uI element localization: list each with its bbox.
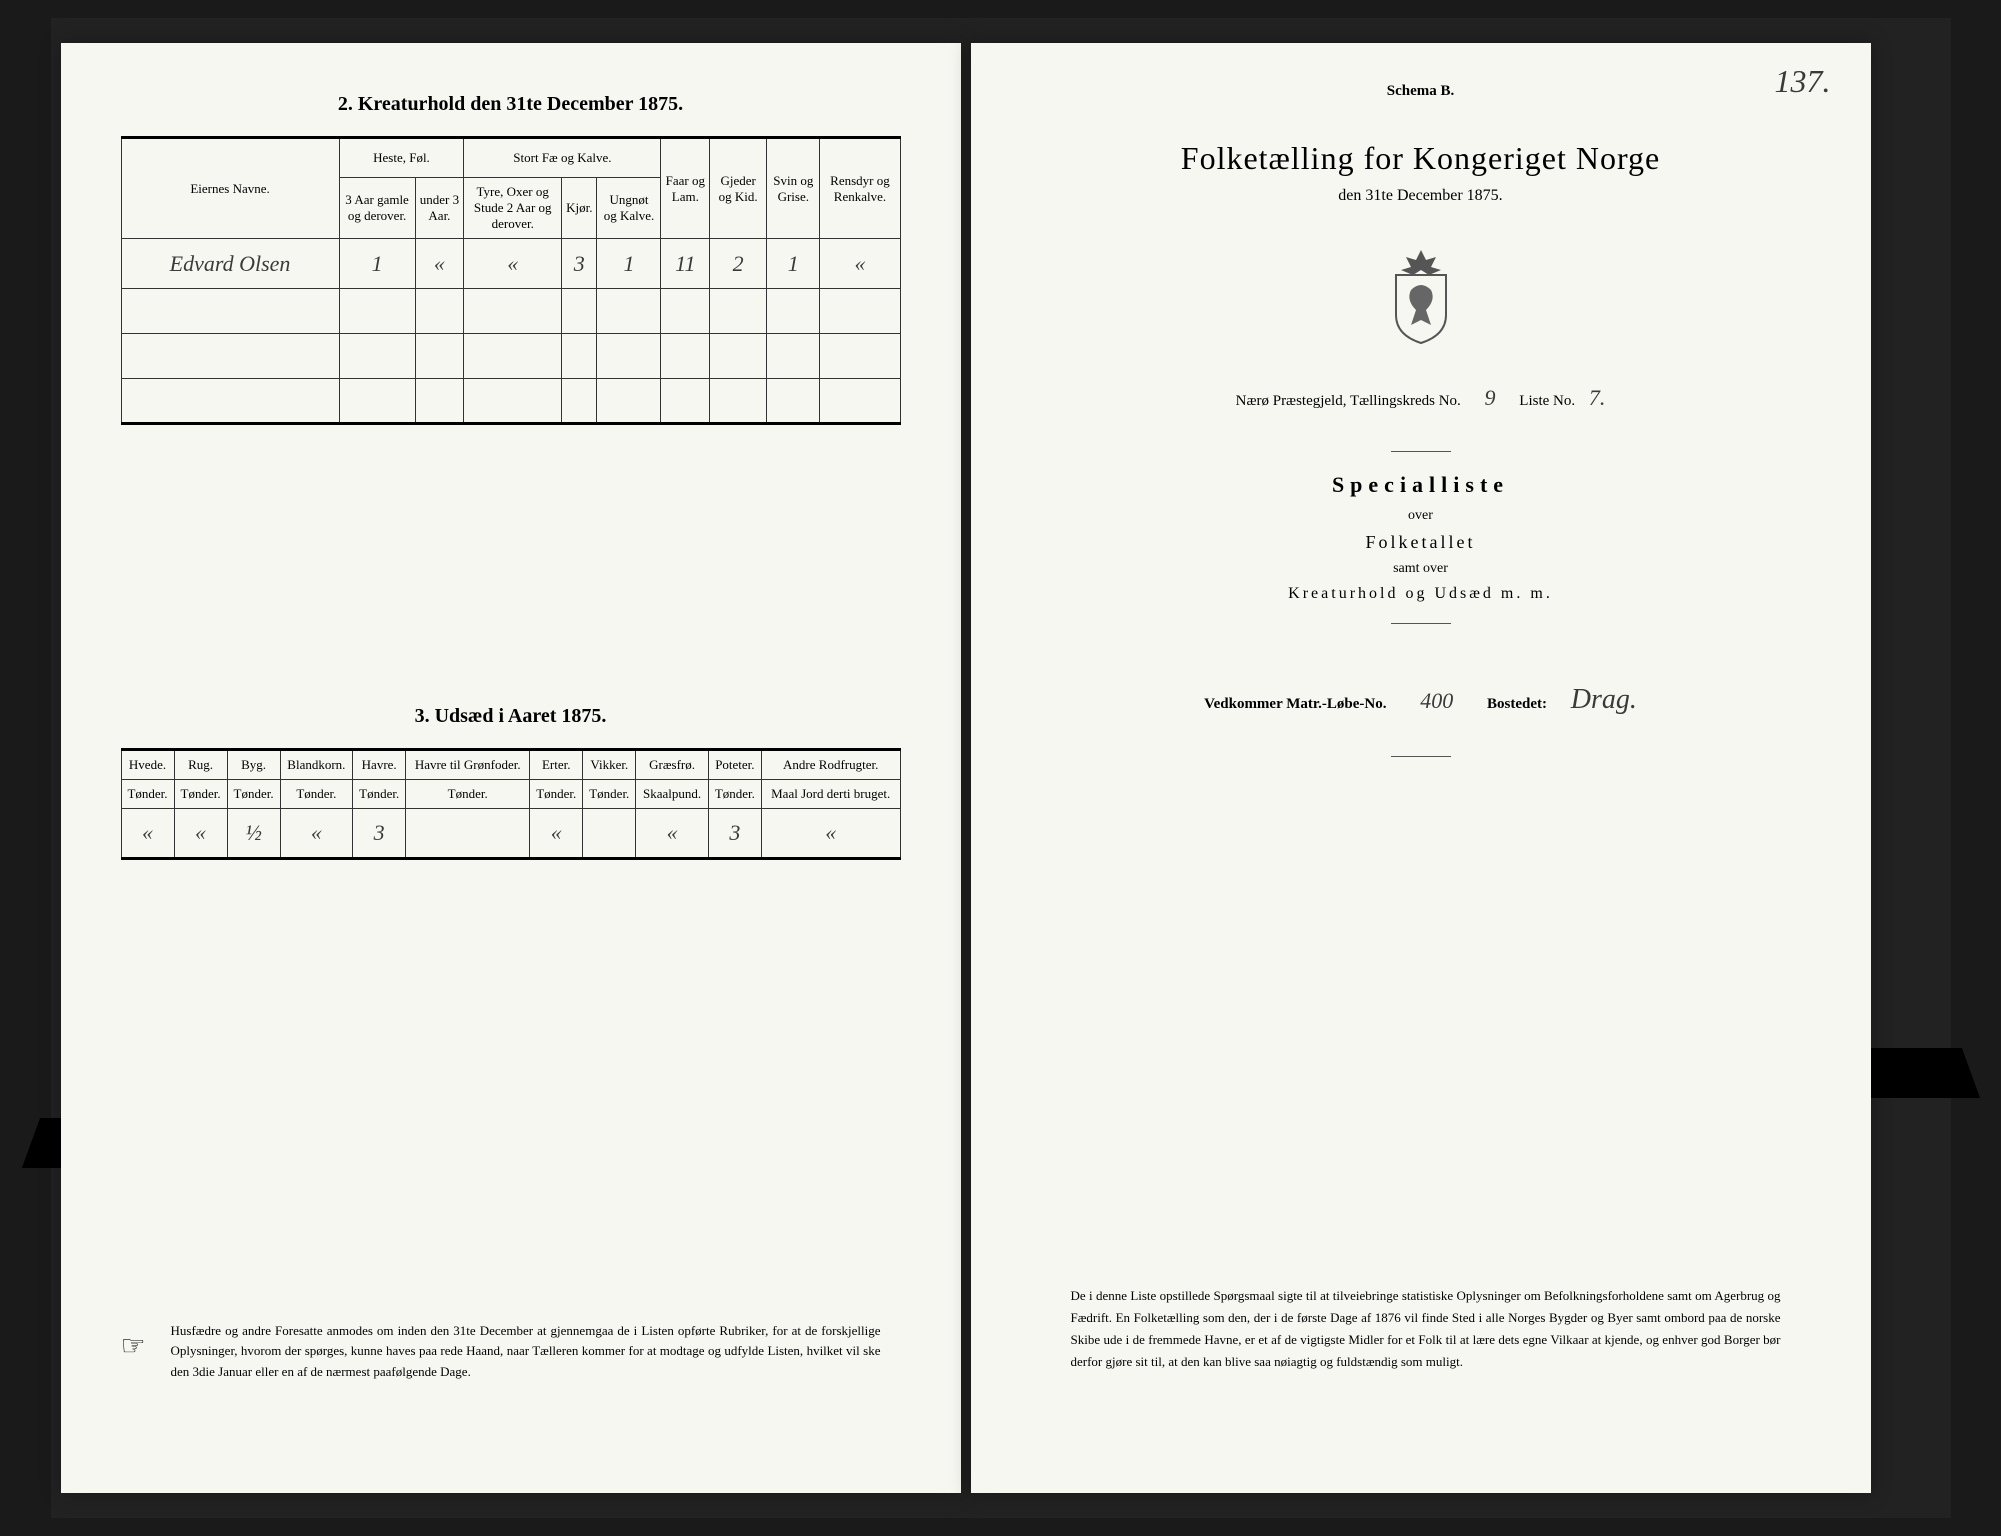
- samt-label: samt over: [1031, 561, 1811, 577]
- left-footnote: ☞ Husfædre og andre Foresatte anmodes om…: [171, 1321, 881, 1383]
- cell: «: [530, 809, 583, 859]
- parish-label: Nærø Præstegjeld, Tællingskreds No.: [1236, 393, 1461, 409]
- unit: Tønder.: [530, 780, 583, 809]
- left-page: 2. Kreaturhold den 31te December 1875. E…: [61, 43, 961, 1493]
- cell: «: [820, 239, 900, 289]
- col: Poteter.: [708, 750, 761, 780]
- col-sheep: Faar og Lam.: [661, 138, 710, 239]
- cell: [583, 809, 636, 859]
- table-row: [121, 289, 900, 334]
- section3: 3. Udsæd i Aaret 1875. Hvede. Rug. Byg. …: [121, 705, 901, 860]
- col: Erter.: [530, 750, 583, 780]
- col: Andre Rodfrugter.: [761, 750, 900, 780]
- col-rein: Rensdyr og Renkalve.: [820, 138, 900, 239]
- unit: Tønder.: [280, 780, 353, 809]
- cell: «: [174, 809, 227, 859]
- col: Havre.: [353, 750, 406, 780]
- cell: 1: [339, 239, 415, 289]
- col-cattle-b: Kjør.: [562, 178, 597, 239]
- unit: Tønder.: [174, 780, 227, 809]
- divider: [1391, 451, 1451, 452]
- cell: «: [761, 809, 900, 859]
- col: Havre til Grønfoder.: [406, 750, 530, 780]
- parish-line: Nærø Præstegjeld, Tællingskreds No. 9 Li…: [1031, 385, 1811, 411]
- kreds-no: 9: [1465, 385, 1516, 410]
- kreatur-label: Kreaturhold og Udsæd m. m.: [1031, 585, 1811, 603]
- cell: 3: [708, 809, 761, 859]
- pointing-hand-icon: ☞: [121, 1325, 146, 1370]
- divider: [1391, 623, 1451, 624]
- table-row: [121, 334, 900, 379]
- col-owner: Eiernes Navne.: [121, 138, 339, 239]
- footnote-text: Husfædre og andre Foresatte anmodes om i…: [171, 1323, 881, 1380]
- col: Vikker.: [583, 750, 636, 780]
- unit: Tønder.: [708, 780, 761, 809]
- coat-of-arms-icon: [1381, 245, 1461, 345]
- col-pig: Svin og Grise.: [767, 138, 820, 239]
- unit: Skaalpund.: [636, 780, 709, 809]
- table-row: « « ½ « 3 « « 3 «: [121, 809, 900, 859]
- unit: Tønder.: [583, 780, 636, 809]
- cell: «: [464, 239, 562, 289]
- over-label: over: [1031, 508, 1811, 524]
- col-cattle-a: Tyre, Oxer og Stude 2 Aar og derover.: [464, 178, 562, 239]
- owner-name: Edvard Olsen: [121, 239, 339, 289]
- cell: «: [415, 239, 464, 289]
- col: Rug.: [174, 750, 227, 780]
- divider: [1391, 756, 1451, 757]
- section3-title: 3. Udsæd i Aaret 1875.: [121, 705, 901, 728]
- cell: [406, 809, 530, 859]
- cell: 3: [353, 809, 406, 859]
- unit: Tønder.: [353, 780, 406, 809]
- cell: 2: [710, 239, 767, 289]
- bosted-value: Drag.: [1551, 684, 1637, 715]
- cell: «: [636, 809, 709, 859]
- bosted-label: Bostedet:: [1487, 696, 1547, 712]
- col-goat: Gjeder og Kid.: [710, 138, 767, 239]
- cell: 11: [661, 239, 710, 289]
- unit: Tønder.: [406, 780, 530, 809]
- col-cattle-c: Ungnøt og Kalve.: [597, 178, 661, 239]
- table-row: [121, 379, 900, 424]
- table-row: Edvard Olsen 1 « « 3 1 11 2 1 «: [121, 239, 900, 289]
- col: Byg.: [227, 750, 280, 780]
- cell: «: [121, 809, 174, 859]
- cell: ½: [227, 809, 280, 859]
- cell: «: [280, 809, 353, 859]
- right-page: 137. Schema B. Folketælling for Kongerig…: [971, 43, 1871, 1493]
- liste-no: 7.: [1579, 385, 1606, 410]
- unit: Tønder.: [121, 780, 174, 809]
- col-group-horse: Heste, Føl.: [339, 138, 464, 178]
- cell: 3: [562, 239, 597, 289]
- folketallet-label: Folketallet: [1031, 532, 1811, 553]
- unit: Maal Jord derti bruget.: [761, 780, 900, 809]
- liste-label: Liste No.: [1519, 393, 1575, 409]
- section2-title: 2. Kreaturhold den 31te December 1875.: [121, 93, 901, 116]
- livestock-table: Eiernes Navne. Heste, Føl. Stort Fæ og K…: [121, 136, 901, 425]
- unit: Tønder.: [227, 780, 280, 809]
- col-group-cattle: Stort Fæ og Kalve.: [464, 138, 661, 178]
- matr-label: Vedkommer Matr.-Løbe-No.: [1204, 696, 1386, 712]
- right-footnote: De i denne Liste opstillede Spørgsmaal s…: [1071, 1285, 1781, 1373]
- cell: 1: [767, 239, 820, 289]
- cell: 1: [597, 239, 661, 289]
- col-horse-b: under 3 Aar.: [415, 178, 464, 239]
- census-subtitle: den 31te December 1875.: [1031, 187, 1811, 205]
- sowing-table: Hvede. Rug. Byg. Blandkorn. Havre. Havre…: [121, 748, 901, 860]
- col: Blandkorn.: [280, 750, 353, 780]
- matr-no: 400: [1390, 688, 1483, 713]
- col: Hvede.: [121, 750, 174, 780]
- book-spread: 2. Kreaturhold den 31te December 1875. E…: [51, 18, 1951, 1518]
- col: Græsfrø.: [636, 750, 709, 780]
- page-number: 137.: [1775, 63, 1831, 100]
- col-horse-a: 3 Aar gamle og derover.: [339, 178, 415, 239]
- schema-label: Schema B.: [1031, 83, 1811, 100]
- matr-line: Vedkommer Matr.-Løbe-No. 400 Bostedet: D…: [1031, 684, 1811, 716]
- specialliste-title: Specialliste: [1031, 472, 1811, 498]
- census-title: Folketælling for Kongeriget Norge: [1031, 140, 1811, 177]
